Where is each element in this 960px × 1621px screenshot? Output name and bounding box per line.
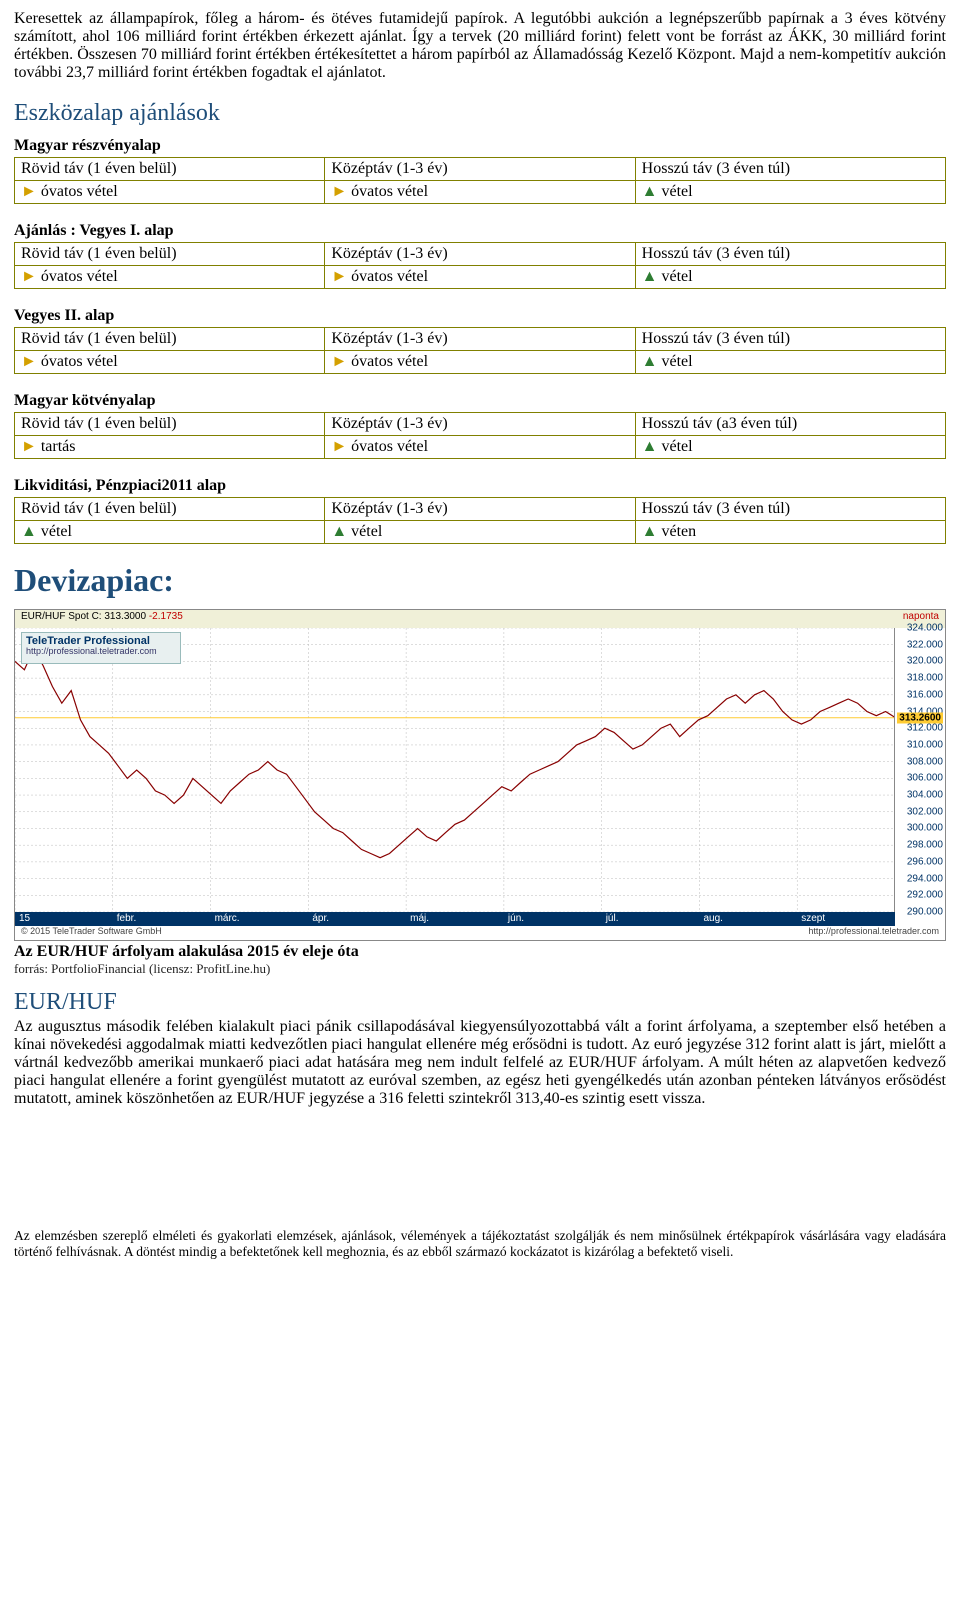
marker-right-icon: ►	[331, 268, 347, 285]
table-title: Likviditási, Pénzpiaci2011 alap	[14, 477, 946, 495]
y-tick-label: 316.000	[907, 689, 943, 700]
table-header-cell: Rövid táv (1 éven belül)	[15, 413, 325, 436]
marker-right-icon: ►	[331, 438, 347, 455]
table-value-cell: ► óvatos vétel	[15, 266, 325, 289]
y-tick-label: 290.000	[907, 907, 943, 918]
table-header-cell: Hosszú táv (3 éven túl)	[635, 328, 945, 351]
x-tick-label: szept	[797, 912, 895, 926]
recommendation-table: Magyar kötvényalap Rövid táv (1 éven belü…	[14, 392, 946, 459]
chart-caption-sub: forrás: PortfolioFinancial (licensz: Pro…	[14, 961, 946, 977]
y-tick-label: 304.000	[907, 790, 943, 801]
x-tick-label: jún.	[504, 912, 602, 926]
marker-right-icon: ►	[21, 438, 37, 455]
marker-up-icon: ▲	[21, 523, 37, 540]
y-tick-label: 324.000	[907, 623, 943, 634]
y-tick-label: 302.000	[907, 806, 943, 817]
y-tick-label: 292.000	[907, 890, 943, 901]
table-title: Vegyes II. alap	[14, 307, 946, 325]
y-highlight-label: 313.2600	[897, 712, 943, 723]
intro-paragraph: Keresettek az állampapírok, főleg a háro…	[14, 10, 946, 82]
recommendation-table: Vegyes II. alap Rövid táv (1 éven belül)K…	[14, 307, 946, 374]
eurhuf-body: Az augusztus második felében kialakult p…	[14, 1018, 946, 1108]
chart-footer: © 2015 TeleTrader Software GmbH http://p…	[15, 926, 945, 940]
table-value-cell: ▲ vétel	[325, 521, 635, 544]
x-tick-label: 15	[15, 912, 113, 926]
y-tick-label: 318.000	[907, 673, 943, 684]
table-header-cell: Középtáv (1-3 év)	[325, 158, 635, 181]
table-value-cell: ► óvatos vétel	[15, 181, 325, 204]
table-header-cell: Hosszú táv (3 éven túl)	[635, 498, 945, 521]
y-tick-label: 320.000	[907, 656, 943, 667]
chart-title: EUR/HUF Spot C: 313.3000	[21, 611, 146, 622]
table-value-cell: ► óvatos vétel	[325, 436, 635, 459]
marker-up-icon: ▲	[642, 268, 658, 285]
y-tick-label: 296.000	[907, 856, 943, 867]
table-value-cell: ▲ vétel	[635, 181, 945, 204]
table-value-cell: ► tartás	[15, 436, 325, 459]
y-tick-label: 310.000	[907, 739, 943, 750]
y-tick-label: 306.000	[907, 773, 943, 784]
table-header-cell: Hosszú táv (3 éven túl)	[635, 243, 945, 266]
marker-right-icon: ►	[21, 268, 37, 285]
marker-right-icon: ►	[331, 183, 347, 200]
x-tick-label: júl.	[602, 912, 700, 926]
y-tick-label: 298.000	[907, 840, 943, 851]
table-value-cell: ▲ vétel	[635, 436, 945, 459]
table-header-cell: Középtáv (1-3 év)	[325, 413, 635, 436]
table-title: Magyar kötvényalap	[14, 392, 946, 410]
y-tick-label: 312.000	[907, 723, 943, 734]
chart-header: EUR/HUF Spot C: 313.3000 -2.1735 naponta	[15, 610, 945, 629]
marker-up-icon: ▲	[331, 523, 347, 540]
marker-up-icon: ▲	[642, 183, 658, 200]
table-value-cell: ▲ vétel	[15, 521, 325, 544]
table-value-cell: ▲ vétel	[635, 351, 945, 374]
recommendation-table: Magyar részvényalap Rövid táv (1 éven bel…	[14, 137, 946, 204]
table-value-cell: ► óvatos vétel	[325, 266, 635, 289]
recommendation-table: Ajánlás : Vegyes I. alap Rövid táv (1 éve…	[14, 222, 946, 289]
marker-right-icon: ►	[21, 183, 37, 200]
marker-right-icon: ►	[331, 353, 347, 370]
marker-up-icon: ▲	[642, 438, 658, 455]
table-value-cell: ▲ véten	[635, 521, 945, 544]
table-header-cell: Középtáv (1-3 év)	[325, 328, 635, 351]
y-tick-label: 308.000	[907, 756, 943, 767]
table-title: Magyar részvényalap	[14, 137, 946, 155]
chart-change: -2.1735	[149, 611, 183, 622]
table-value-cell: ▲ vétel	[635, 266, 945, 289]
eurhuf-section-title: EUR/HUF	[14, 989, 946, 1016]
y-tick-label: 322.000	[907, 639, 943, 650]
x-tick-label: ápr.	[308, 912, 406, 926]
chart-logo: TeleTrader Professional http://professio…	[21, 632, 181, 664]
table-header-cell: Rövid táv (1 éven belül)	[15, 243, 325, 266]
x-tick-label: máj.	[406, 912, 504, 926]
table-header-cell: Középtáv (1-3 év)	[325, 243, 635, 266]
marker-up-icon: ▲	[642, 523, 658, 540]
table-header-cell: Középtáv (1-3 év)	[325, 498, 635, 521]
eurhuf-chart: EUR/HUF Spot C: 313.3000 -2.1735 naponta…	[14, 609, 946, 941]
y-tick-label: 300.000	[907, 823, 943, 834]
chart-y-axis: 290.000292.000294.000296.000298.000300.0…	[894, 628, 945, 912]
table-value-cell: ► óvatos vétel	[325, 351, 635, 374]
table-title: Ajánlás : Vegyes I. alap	[14, 222, 946, 240]
table-value-cell: ► óvatos vétel	[15, 351, 325, 374]
table-header-cell: Rövid táv (1 éven belül)	[15, 498, 325, 521]
x-tick-label: febr.	[113, 912, 211, 926]
table-header-cell: Hosszú táv (3 éven túl)	[635, 158, 945, 181]
table-header-cell: Rövid táv (1 éven belül)	[15, 158, 325, 181]
table-value-cell: ► óvatos vétel	[325, 181, 635, 204]
chart-caption: Az EUR/HUF árfolyam alakulása 2015 év el…	[14, 943, 946, 961]
x-tick-label: aug.	[699, 912, 797, 926]
disclaimer-footer: Az elemzésben szereplő elméleti és gyako…	[14, 1228, 946, 1260]
recommendation-table: Likviditási, Pénzpiaci2011 alap Rövid táv…	[14, 477, 946, 544]
section-title-eszkozalap: Eszközalap ajánlások	[14, 100, 946, 127]
section-title-devizapiac: Devizapiac:	[14, 562, 946, 599]
x-tick-label: márc.	[211, 912, 309, 926]
marker-right-icon: ►	[21, 353, 37, 370]
y-tick-label: 294.000	[907, 873, 943, 884]
marker-up-icon: ▲	[642, 353, 658, 370]
table-header-cell: Rövid táv (1 éven belül)	[15, 328, 325, 351]
chart-x-axis: 15febr.márc.ápr.máj.jún.júl.aug.szept	[15, 912, 895, 926]
table-header-cell: Hosszú táv (a3 éven túl)	[635, 413, 945, 436]
